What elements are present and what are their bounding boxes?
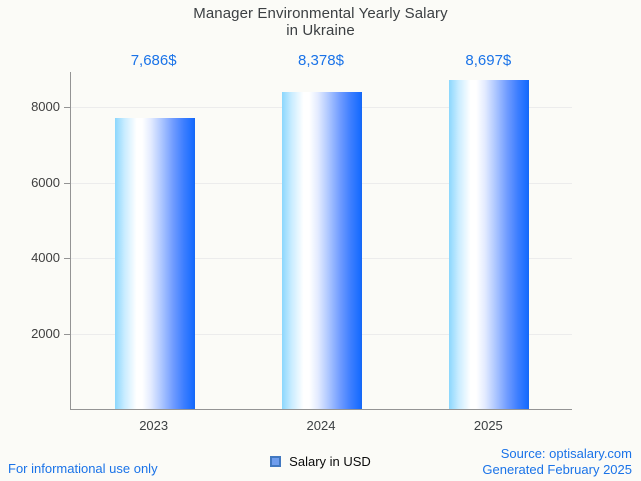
y-axis-label-8000: 8000 xyxy=(31,98,60,114)
disclaimer-text: For informational use only xyxy=(8,461,158,476)
y-axis-label-2000: 2000 xyxy=(31,326,60,342)
generated-date: Generated February 2025 xyxy=(482,462,632,477)
value-label-2024: 8,378$ xyxy=(298,52,344,69)
x-axis-label-2024: 2024 xyxy=(306,418,336,433)
source-link[interactable]: Source: optisalary.com xyxy=(500,446,632,461)
plot-area xyxy=(64,72,572,410)
legend-swatch-icon xyxy=(270,456,282,467)
chart-title-line2: in Ukraine xyxy=(286,22,355,39)
y-tick-4000 xyxy=(64,258,71,260)
legend: Salary in USD xyxy=(0,454,641,469)
chart-title-line1: Manager Environmental Yearly Salary xyxy=(193,5,448,22)
y-tick-2000 xyxy=(64,334,71,336)
y-tick-6000 xyxy=(64,182,71,184)
bar-2023[interactable] xyxy=(114,117,195,409)
source-block: Source: optisalary.com Generated Februar… xyxy=(482,446,632,478)
y-axis-label-6000: 6000 xyxy=(31,174,60,190)
y-tick-8000 xyxy=(64,106,71,108)
bar-2025[interactable] xyxy=(449,79,530,409)
x-axis-label-2023: 2023 xyxy=(139,418,169,433)
legend-label: Salary in USD xyxy=(289,454,371,469)
value-label-2025: 8,697$ xyxy=(465,52,512,69)
y-axis-label-4000: 4000 xyxy=(31,250,60,266)
bar-2024[interactable] xyxy=(282,91,362,409)
x-axis-label-2025: 2025 xyxy=(473,418,503,433)
value-label-2023: 7,686$ xyxy=(130,52,177,69)
